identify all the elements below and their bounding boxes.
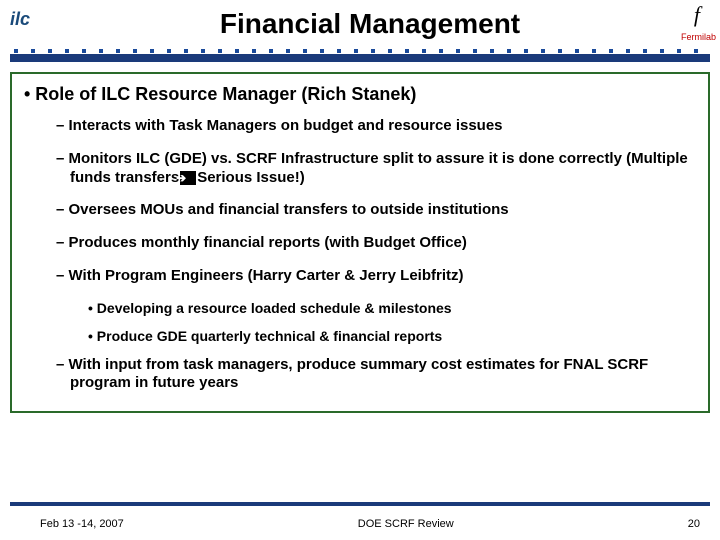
sub-bullet-2: – Oversees MOUs and financial transfers … [56,201,696,220]
sub-bullet-1-tail: Serious Issue!) [197,169,305,186]
slide-footer: Feb 13 -14, 2007 DOE SCRF Review 20 [0,518,720,530]
arrow-icon: ➔ [180,171,196,185]
footer-page-number: 20 [688,518,700,530]
fermilab-label: Fermilab [681,32,716,42]
slide-header: ilc Financial Management f Fermilab [0,0,720,44]
logo-text: ilc [10,9,30,29]
footer-bar [10,502,710,506]
content-box: • Role of ILC Resource Manager (Rich Sta… [10,72,710,413]
sub-bullet-4: – With Program Engineers (Harry Carter &… [56,267,696,286]
sub2-bullet-0: • Developing a resource loaded schedule … [88,300,696,316]
main-bullet: • Role of ILC Resource Manager (Rich Sta… [24,84,696,105]
sub-bullet-1: – Monitors ILC (GDE) vs. SCRF Infrastruc… [56,150,696,188]
slide-title: Financial Management [70,8,710,40]
f-symbol: f [694,2,700,28]
footer-date: Feb 13 -14, 2007 [40,518,124,530]
sub-bullet-3: – Produces monthly financial reports (wi… [56,234,696,253]
ilc-logo: ilc [10,9,60,39]
sub-bullet-0: – Interacts with Task Managers on budget… [56,117,696,136]
sub-bullet-1-text: – Monitors ILC (GDE) vs. SCRF Infrastruc… [56,150,688,186]
footer-center: DOE SCRF Review [124,518,688,530]
final-sub-bullet: – With input from task managers, produce… [56,356,696,394]
sub2-bullet-1: • Produce GDE quarterly technical & fina… [88,328,696,344]
header-bar [10,54,710,62]
